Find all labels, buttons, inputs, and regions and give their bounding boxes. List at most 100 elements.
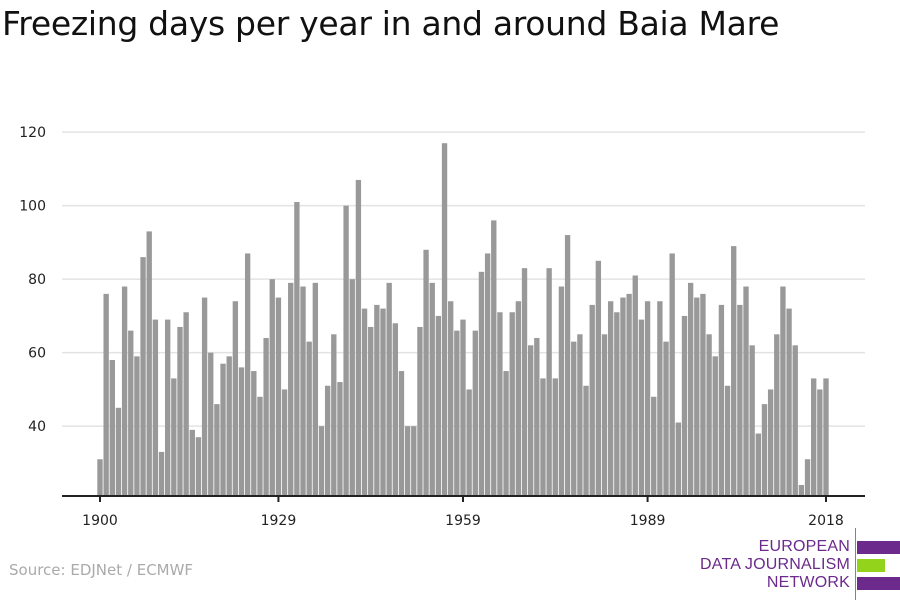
bar-1920 (220, 363, 226, 496)
bar-1987 (632, 275, 638, 496)
logo-bar-purple-bottom (857, 577, 900, 590)
bar-1936 (318, 426, 325, 496)
logo-bar-green (857, 559, 885, 572)
bar-1974 (552, 378, 558, 496)
bar-1930 (281, 389, 288, 496)
bar-1945 (374, 304, 380, 496)
bar-2013 (792, 345, 798, 496)
bar-1964 (491, 220, 497, 497)
bar-1972 (540, 378, 546, 496)
logo-line-2: DATA JOURNALISM (700, 556, 850, 573)
bar-1957 (448, 301, 454, 496)
y-tick-label: 40 (28, 419, 46, 435)
bar-1900 (97, 459, 103, 496)
y-tick-label: 100 (19, 199, 46, 215)
bar-1963 (484, 253, 491, 496)
bar-1939 (337, 382, 343, 496)
bar-1914 (183, 312, 189, 496)
bar-2004 (737, 304, 743, 496)
bar-1980 (589, 304, 595, 496)
bar-1925 (251, 371, 257, 496)
bar-1955 (435, 315, 442, 496)
bar-1998 (700, 293, 706, 497)
logo-line-3: NETWORK (766, 574, 850, 591)
bar-1942 (355, 179, 362, 496)
bar-1982 (601, 334, 608, 496)
bar-1956 (441, 143, 448, 496)
bar-1991 (657, 301, 663, 496)
bar-2010 (774, 334, 780, 496)
bar-1950 (404, 426, 411, 496)
bar-1997 (694, 297, 700, 496)
bar-1940 (343, 205, 349, 496)
bar-1968 (515, 301, 522, 496)
bar-1984 (614, 312, 620, 496)
bar-1948 (392, 323, 398, 496)
bar-1907 (140, 257, 146, 497)
bar-1934 (306, 341, 312, 496)
bar-1989 (644, 301, 651, 496)
edjnet-logo[interactable]: EUROPEAN DATA JOURNALISM NETWORK (700, 528, 900, 600)
bar-1975 (558, 286, 565, 496)
bar-1954 (429, 282, 435, 496)
x-tick-label: 1929 (261, 513, 297, 529)
bar-1929 (275, 297, 282, 496)
bar-1990 (651, 396, 657, 496)
x-tick-label: 1989 (630, 513, 666, 529)
bar-1927 (263, 337, 269, 496)
bar-1910 (158, 451, 165, 496)
bar-1969 (521, 268, 528, 496)
bar-1932 (294, 202, 300, 496)
bar-1958 (454, 330, 460, 497)
bar-1999 (706, 334, 712, 496)
axes: 40 60 80 100 120 1900 1929 1959 1989 2018 (19, 125, 865, 529)
bar-1946 (380, 308, 386, 496)
chart-title: Freezing days per year in and around Bai… (2, 4, 780, 43)
bar-2018 (823, 378, 829, 496)
bar-1941 (349, 279, 355, 496)
bar-1979 (583, 385, 589, 496)
bar-1904 (121, 286, 128, 496)
bar-1981 (595, 260, 602, 496)
bar-2015 (804, 459, 811, 496)
bar-1986 (626, 293, 632, 497)
bar-1973 (546, 268, 552, 496)
bar-1947 (386, 282, 392, 496)
bar-1943 (361, 308, 368, 496)
bar-1923 (238, 367, 245, 497)
bar-1965 (497, 312, 503, 496)
bar-1966 (503, 371, 509, 496)
bar-1909 (152, 319, 159, 496)
bar-1908 (146, 231, 152, 496)
bar-1919 (214, 404, 220, 497)
bar-1988 (638, 319, 645, 496)
bar-1977 (571, 341, 577, 496)
bar-1985 (620, 297, 626, 496)
bar-2005 (743, 286, 749, 496)
y-tick-label: 120 (19, 125, 46, 141)
bar-1905 (128, 330, 134, 497)
x-tick-label: 1959 (445, 513, 481, 529)
bar-1995 (681, 315, 688, 496)
bar-2002 (724, 385, 731, 496)
bar-1996 (687, 282, 694, 496)
bar-1921 (226, 356, 232, 496)
bar-2000 (712, 356, 718, 496)
logo-divider (855, 528, 856, 600)
bar-1944 (368, 326, 374, 496)
y-tick-label: 60 (28, 346, 46, 362)
bar-2017 (817, 389, 823, 496)
bar-1993 (669, 253, 675, 496)
bar-1902 (109, 360, 115, 496)
bar-1926 (257, 396, 263, 496)
bar-1961 (472, 330, 478, 497)
bar-1918 (208, 352, 214, 496)
bar-1992 (663, 341, 669, 496)
x-tick-label: 1900 (82, 513, 118, 529)
bar-1949 (398, 371, 405, 496)
bar-1911 (165, 319, 171, 496)
bar-1933 (300, 286, 306, 496)
bar-1937 (324, 385, 331, 496)
y-tick-label: 80 (28, 272, 46, 288)
